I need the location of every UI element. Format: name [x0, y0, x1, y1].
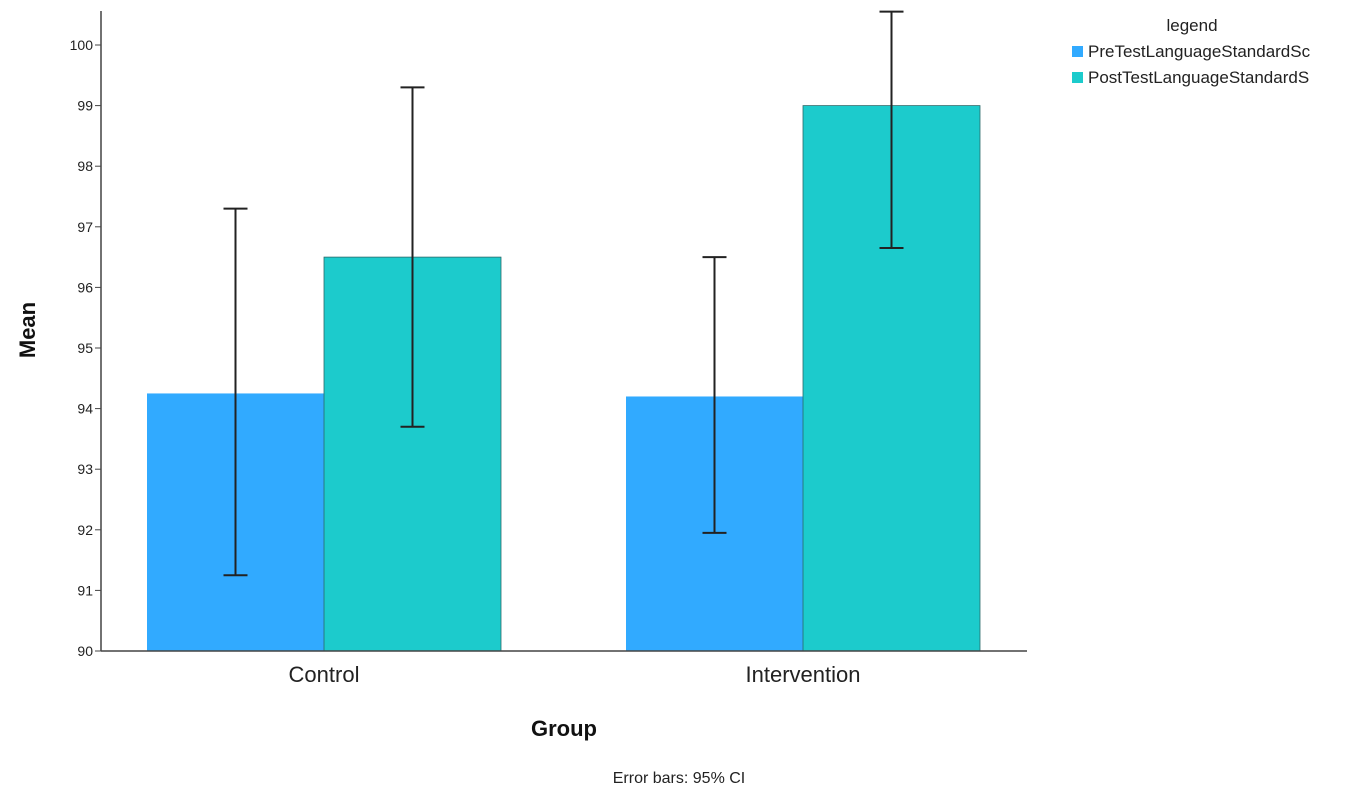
y-tick-label: 97 — [77, 219, 93, 235]
y-tick-label: 100 — [70, 37, 94, 53]
error-bar-intervention-series-2 — [879, 10, 904, 250]
error-bar-control-series-1 — [223, 207, 248, 577]
y-tick-label: 91 — [77, 582, 93, 598]
legend-label: PostTestLanguageStandardS — [1088, 68, 1309, 87]
legend-swatch — [1072, 46, 1083, 57]
x-axis-title: Group — [531, 716, 597, 741]
legend-items: PreTestLanguageStandardSc PostTestLanguag… — [1072, 42, 1311, 87]
y-tick-label: 92 — [77, 522, 93, 538]
y-tick-label: 95 — [77, 340, 93, 356]
legend: legend PreTestLanguageStandardSc PostTest… — [1072, 16, 1311, 87]
y-tick-label: 93 — [77, 461, 93, 477]
legend-item: PreTestLanguageStandardSc — [1072, 42, 1311, 61]
x-category-labels: Control Intervention — [289, 662, 861, 687]
y-tick-label: 99 — [77, 98, 93, 114]
y-axis-title: Mean — [15, 302, 40, 358]
legend-item: PostTestLanguageStandardS — [1072, 68, 1309, 87]
y-tick-label: 90 — [77, 643, 93, 659]
legend-label: PreTestLanguageStandardSc — [1088, 42, 1311, 61]
error-bars-footnote: Error bars: 95% CI — [613, 770, 745, 787]
error-bar-control-series-2 — [400, 86, 425, 428]
bars-layer — [147, 105, 981, 652]
x-category-label: Control — [289, 662, 360, 687]
y-tick-label: 96 — [77, 279, 93, 295]
legend-title: legend — [1166, 16, 1217, 35]
y-tick-label: 94 — [77, 401, 93, 417]
y-tick-label: 98 — [77, 158, 93, 174]
x-category-label: Intervention — [746, 662, 861, 687]
error-bar-intervention-series-1 — [702, 256, 727, 534]
y-ticks: 90 91 92 93 94 95 96 97 98 99 100 — [70, 37, 101, 659]
errorbars-layer — [223, 10, 904, 577]
legend-swatch — [1072, 72, 1083, 83]
